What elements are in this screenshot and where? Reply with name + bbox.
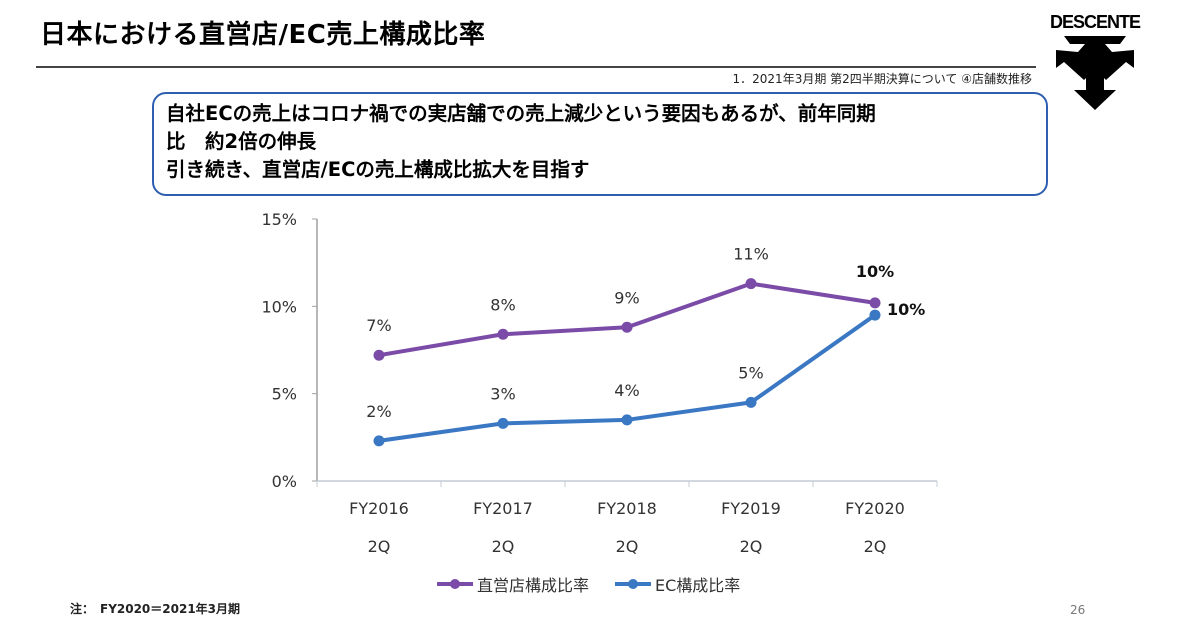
data-label-ec: 3%: [490, 384, 515, 403]
descente-logo: DESCENTE: [1040, 12, 1150, 112]
descente-arrows-icon: [1056, 36, 1134, 110]
x-tick-label: 2Q: [492, 537, 515, 556]
callout-line-2: 比 約2倍の伸長: [166, 130, 317, 153]
footnote: 注： FY2020＝2021年3月期: [70, 602, 241, 616]
data-label-ec: 5%: [738, 363, 763, 382]
data-label-direct-store: 11%: [733, 245, 769, 264]
callout-line-1: 自社ECの売上はコロナ禍での実店舗での売上減少という要因もあるが、前年同期: [166, 102, 876, 125]
y-tick-label: 0%: [272, 472, 297, 491]
callout-line-3: 引き続き、直営店/ECの売上構成比拡大を目指す: [166, 158, 590, 181]
x-tick-label: 2Q: [368, 537, 391, 556]
x-tick-label: 2Q: [864, 537, 887, 556]
y-tick-label: 10%: [261, 297, 297, 316]
legend-marker-direct-store-icon: [437, 579, 473, 589]
data-point-ec: [621, 414, 633, 426]
x-tick-label: FY2016: [349, 499, 409, 518]
title-divider: [36, 66, 1036, 68]
key-message-callout: 自社ECの売上はコロナ禍での実店舗での売上減少という要因もあるが、前年同期 比 …: [152, 92, 1048, 196]
x-tick-label: 2Q: [740, 537, 763, 556]
section-subtitle: 1．2021年3月期 第2四半期決算について ④店舗数推移: [732, 72, 1032, 86]
data-label-ec: 2%: [366, 402, 391, 421]
chart-legend: 直営店構成比率 EC構成比率: [435, 572, 740, 596]
x-tick-label: FY2019: [721, 499, 781, 518]
x-tick-label: FY2017: [473, 499, 533, 518]
data-label-direct-store: 9%: [614, 288, 639, 307]
data-point-direct-store: [745, 278, 757, 290]
data-point-ec: [745, 396, 757, 408]
data-label-direct-store: 7%: [366, 316, 391, 335]
x-tick-label: 2Q: [616, 537, 639, 556]
data-point-ec: [373, 435, 385, 447]
data-point-direct-store: [373, 349, 385, 361]
legend-item-ec: EC構成比率: [613, 572, 740, 596]
legend-label-ec: EC構成比率: [655, 576, 741, 595]
data-point-direct-store: [869, 297, 881, 309]
data-point-direct-store: [621, 321, 633, 333]
data-point-ec: [497, 417, 509, 429]
legend-label-direct-store: 直営店構成比率: [477, 576, 590, 595]
page-number: 26: [1070, 603, 1086, 617]
slide-title: 日本における直営店/EC売上構成比率: [40, 20, 486, 50]
logo-text: DESCENTE: [1049, 12, 1141, 32]
x-tick-label: FY2020: [845, 499, 905, 518]
legend-item-direct-store: 直営店構成比率: [435, 572, 589, 596]
y-tick-label: 15%: [261, 210, 297, 229]
data-label-ec: 4%: [614, 381, 639, 400]
data-label-direct-store: 10%: [856, 262, 894, 281]
legend-marker-ec-icon: [615, 579, 652, 589]
data-point-direct-store: [497, 328, 509, 340]
x-tick-label: FY2018: [597, 499, 657, 518]
data-label-ec: 10%: [887, 300, 925, 319]
data-label-direct-store: 8%: [490, 295, 515, 314]
data-point-ec: [869, 309, 881, 321]
y-tick-label: 5%: [272, 385, 297, 404]
